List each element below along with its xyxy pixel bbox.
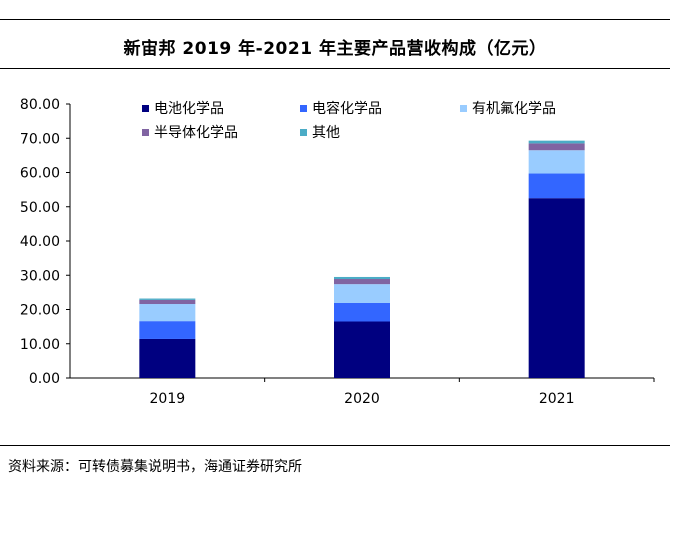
- bottom-rule: [0, 445, 670, 446]
- y-tick-label: 0.00: [29, 371, 60, 387]
- bar-segment: [139, 304, 196, 322]
- source-note: 资料来源：可转债募集说明书，海通证券研究所: [8, 459, 302, 475]
- bar-segment: [139, 338, 196, 378]
- legend-label: 电容化学品: [312, 100, 382, 117]
- stacked-bar-chart: 0.00 10.00 20.00 30.00 40.00 50.00 60.00 70.00 8…: [20, 97, 655, 407]
- bar-segment: [334, 279, 390, 285]
- legend-swatch: [300, 105, 307, 112]
- bar-segment: [528, 173, 585, 199]
- bar-segment: [139, 298, 196, 300]
- bar-segment: [334, 276, 390, 280]
- bar-segment: [528, 198, 585, 378]
- bar-segment: [528, 150, 585, 174]
- legend-label: 电池化学品: [154, 101, 224, 117]
- bar-segment: [139, 299, 196, 305]
- bar-segment: [334, 321, 390, 378]
- bar-segment: [139, 321, 196, 339]
- title-rule: [0, 68, 670, 69]
- legend-label: 其他: [312, 125, 340, 141]
- bar-segment: [528, 143, 585, 151]
- bar-segment: [528, 140, 585, 144]
- x-tick-label: 2019: [150, 391, 186, 407]
- legend-swatch: [300, 129, 307, 136]
- y-tick-label: 60.00: [20, 166, 60, 182]
- legend-swatch: [142, 105, 149, 112]
- y-tick-label: 40.00: [20, 234, 60, 250]
- y-tick-label: 80.00: [20, 97, 60, 113]
- y-tick-label: 50.00: [20, 200, 60, 216]
- y-tick-label: 70.00: [20, 131, 60, 147]
- y-tick-label: 20.00: [20, 303, 60, 319]
- x-tick-label: 2020: [344, 391, 380, 407]
- chart-bars: [139, 140, 585, 378]
- y-tick-label: 30.00: [20, 268, 60, 284]
- legend-label: 半导体化学品: [154, 125, 238, 141]
- legend-swatch: [142, 129, 149, 136]
- legend-swatch: [460, 105, 467, 112]
- bar-segment: [334, 302, 390, 322]
- legend-label: 有机氟化学品: [472, 101, 556, 117]
- x-tick-label: 2021: [539, 391, 575, 407]
- bar-segment: [334, 284, 390, 303]
- chart-title: 新宙邦 2019 年-2021 年主要产品营收构成（亿元）: [123, 39, 547, 59]
- chart-axes: 0.00 10.00 20.00 30.00 40.00 50.00 60.00 70.00 8…: [20, 97, 655, 407]
- top-rule: [0, 19, 670, 20]
- y-tick-label: 10.00: [20, 337, 60, 353]
